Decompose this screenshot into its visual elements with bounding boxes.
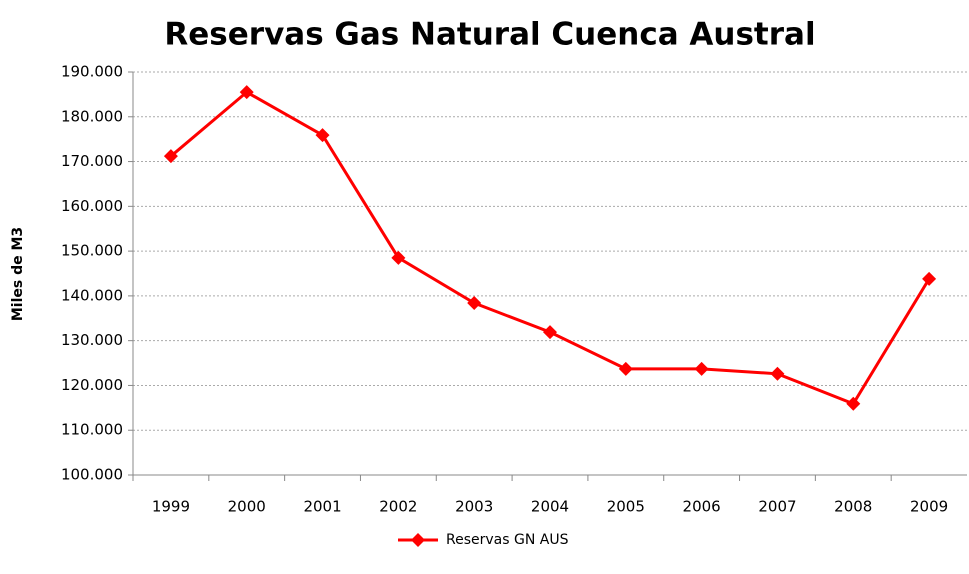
point-marker [618, 361, 633, 376]
y-tick-label: 160.000 [61, 197, 123, 215]
x-tick-label: 2006 [683, 498, 721, 516]
x-tick-label: 2004 [531, 498, 569, 516]
series-line [169, 90, 931, 406]
legend-label: Reservas GN AUS [446, 532, 569, 548]
y-tick-label: 180.000 [61, 107, 123, 125]
point-marker [315, 128, 330, 143]
x-tick-label: 2009 [910, 498, 948, 516]
x-tick-label: 1999 [152, 498, 190, 516]
chart-title: Reservas Gas Natural Cuenca Austral [164, 17, 815, 53]
y-tick-label: 190.000 [61, 63, 123, 81]
y-axis-label: Miles de M3 [10, 227, 26, 321]
point-marker [922, 271, 937, 286]
x-tick-label: 2005 [607, 498, 645, 516]
y-tick-label: 130.000 [61, 331, 123, 349]
point-marker [239, 85, 254, 100]
point-marker [770, 366, 785, 381]
point-marker [467, 296, 482, 311]
point-marker [391, 250, 406, 265]
point-marker [846, 396, 861, 411]
legend-marker [411, 533, 425, 547]
y-tick-label: 110.000 [61, 421, 123, 439]
x-tick-label: 2008 [834, 498, 872, 516]
x-tick-label: 2007 [758, 498, 796, 516]
y-tick-label: 120.000 [61, 376, 123, 394]
point-marker [163, 149, 178, 164]
x-tick-label: 2001 [303, 498, 341, 516]
y-tick-label: 150.000 [61, 242, 123, 260]
point-marker [694, 361, 709, 376]
y-tick-label: 100.000 [61, 466, 123, 484]
x-tick-label: 2002 [379, 498, 417, 516]
x-tick-label: 2003 [455, 498, 493, 516]
point-marker [543, 325, 557, 340]
y-tick-label: 170.000 [61, 152, 123, 170]
x-tick-label: 2000 [228, 498, 266, 516]
y-tick-label: 140.000 [61, 286, 123, 304]
